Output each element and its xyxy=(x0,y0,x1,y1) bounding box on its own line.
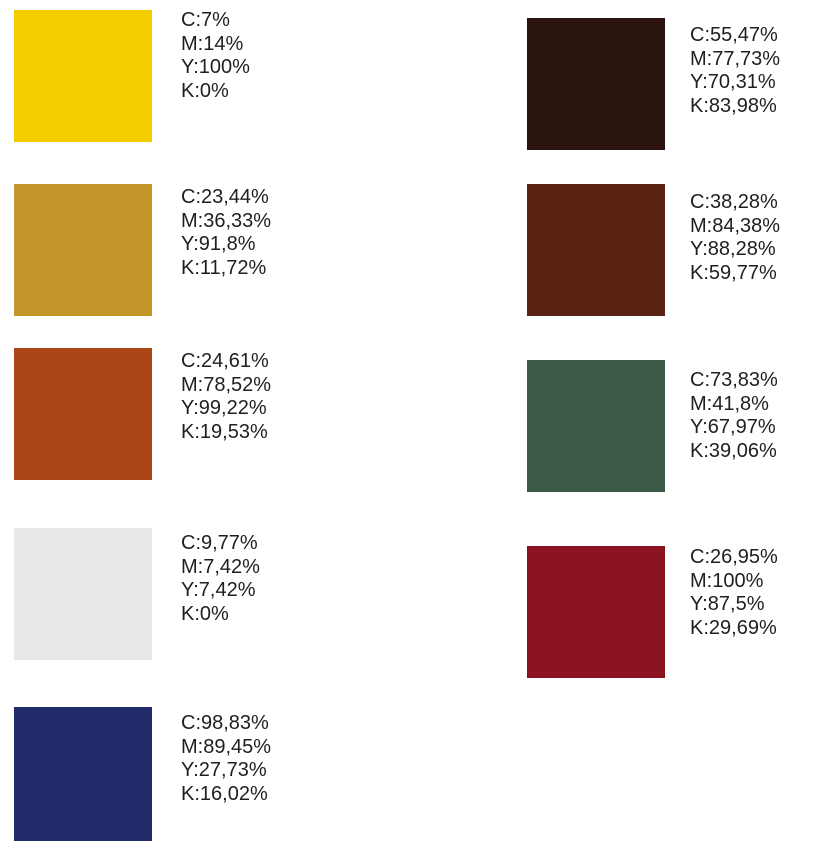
cyan-value: C:38,28% xyxy=(690,191,778,213)
key-value: K:39,06% xyxy=(690,439,777,462)
color-swatch xyxy=(527,546,665,678)
yellow-value: Y:100% xyxy=(181,56,250,78)
cyan-value: C:24,61% xyxy=(181,350,269,372)
key-value: K:11,72% xyxy=(181,256,267,279)
yellow-value: Y:91,8% xyxy=(181,233,256,255)
cmyk-values: C:23,44% M:36,33% Y:91,8% K:11,72% xyxy=(181,186,271,280)
magenta-value: M:84,38% xyxy=(690,214,781,237)
key-value: K:16,02% xyxy=(181,782,268,805)
color-swatch xyxy=(14,707,152,841)
color-swatch xyxy=(14,528,152,660)
yellow-value: Y:88,28% xyxy=(690,238,776,260)
cmyk-values: C:7% M:14% Y:100% K:0% xyxy=(181,9,250,103)
cmyk-values: C:24,61% M:78,52% Y:99,22% K:19,53% xyxy=(181,350,271,444)
key-value: K:0% xyxy=(181,79,229,102)
cyan-value: C:26,95% xyxy=(690,546,778,568)
magenta-value: M:14% xyxy=(181,32,244,55)
magenta-value: M:89,45% xyxy=(181,735,272,758)
cyan-value: C:7% xyxy=(181,9,230,31)
magenta-value: M:78,52% xyxy=(181,373,272,396)
cmyk-values: C:26,95% M:100% Y:87,5% K:29,69% xyxy=(690,546,778,640)
yellow-value: Y:99,22% xyxy=(181,397,267,419)
magenta-value: M:41,8% xyxy=(690,392,769,415)
yellow-value: Y:87,5% xyxy=(690,593,765,615)
color-swatch xyxy=(527,184,665,316)
cmyk-values: C:38,28% M:84,38% Y:88,28% K:59,77% xyxy=(690,191,780,285)
magenta-value: M:7,42% xyxy=(181,555,260,578)
magenta-value: M:36,33% xyxy=(181,209,272,232)
magenta-value: M:77,73% xyxy=(690,47,781,70)
yellow-value: Y:67,97% xyxy=(690,416,776,438)
key-value: K:0% xyxy=(181,602,229,625)
color-swatch xyxy=(14,184,152,316)
key-value: K:29,69% xyxy=(690,616,777,639)
key-value: K:83,98% xyxy=(690,94,777,117)
cmyk-values: C:73,83% M:41,8% Y:67,97% K:39,06% xyxy=(690,369,778,463)
key-value: K:19,53% xyxy=(181,420,268,443)
cmyk-values: C:9,77% M:7,42% Y:7,42% K:0% xyxy=(181,532,260,626)
cyan-value: C:9,77% xyxy=(181,532,258,554)
yellow-value: Y:7,42% xyxy=(181,579,256,601)
color-swatch xyxy=(527,18,665,150)
magenta-value: M:100% xyxy=(690,569,764,592)
key-value: K:59,77% xyxy=(690,261,777,284)
color-swatch xyxy=(14,10,152,142)
cmyk-values: C:55,47% M:77,73% Y:70,31% K:83,98% xyxy=(690,24,780,118)
cyan-value: C:73,83% xyxy=(690,369,778,391)
yellow-value: Y:70,31% xyxy=(690,71,776,93)
yellow-value: Y:27,73% xyxy=(181,759,267,781)
cyan-value: C:55,47% xyxy=(690,24,778,46)
cmyk-values: C:98,83% M:89,45% Y:27,73% K:16,02% xyxy=(181,712,271,806)
color-swatch xyxy=(14,348,152,480)
color-swatch xyxy=(527,360,665,492)
cyan-value: C:98,83% xyxy=(181,712,269,734)
cyan-value: C:23,44% xyxy=(181,186,269,208)
